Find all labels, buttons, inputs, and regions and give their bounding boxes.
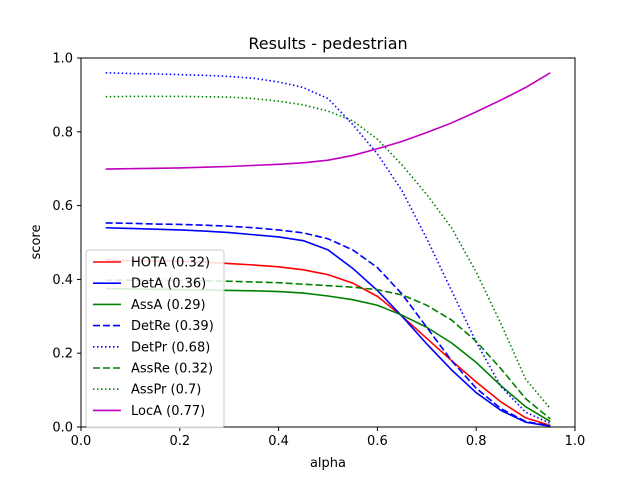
y-tick-label: 0.8 <box>52 125 73 140</box>
x-tick-label: 0.2 <box>169 434 190 449</box>
legend-label-0: HOTA (0.32) <box>131 256 210 271</box>
legend-label-5: AssRe (0.32) <box>131 362 213 377</box>
legend-label-7: LocA (0.77) <box>131 404 205 419</box>
chart-title: Results - pedestrian <box>248 34 407 53</box>
x-axis-label: alpha <box>310 456 346 471</box>
legend-label-6: AssPr (0.7) <box>131 383 201 398</box>
y-axis-label: score <box>29 225 44 260</box>
y-tick-label: 0.2 <box>52 347 73 362</box>
x-tick-label: 1.0 <box>565 434 586 449</box>
x-tick-label: 0.6 <box>367 434 388 449</box>
legend-label-2: AssA (0.29) <box>131 298 206 313</box>
series-line-7 <box>105 72 551 170</box>
legend-label-4: DetPr (0.68) <box>131 340 210 355</box>
plot-frame <box>80 57 576 428</box>
y-tick-label: 0.0 <box>52 421 73 436</box>
x-axis-ticks: 0.0 0.2 0.4 0.6 0.8 1.0 <box>71 427 586 449</box>
legend-box <box>85 249 225 429</box>
legend: HOTA (0.32) DetA (0.36) AssA (0.29) DetRe (… <box>85 249 225 429</box>
series-line-1 <box>105 226 551 428</box>
legend-label-3: DetRe (0.39) <box>131 319 214 334</box>
x-tick-label: 0.8 <box>466 434 487 449</box>
y-tick-label: 1.0 <box>52 52 73 67</box>
x-tick-label: 0.4 <box>268 434 289 449</box>
y-axis-ticks: 0.0 0.2 0.4 0.6 0.8 1.0 <box>52 52 81 436</box>
legend-label-1: DetA (0.36) <box>131 277 206 292</box>
y-tick-label: 0.6 <box>52 199 73 214</box>
series-line-3 <box>105 222 551 427</box>
y-tick-label: 0.4 <box>52 273 73 288</box>
x-tick-label: 0.0 <box>71 434 92 449</box>
